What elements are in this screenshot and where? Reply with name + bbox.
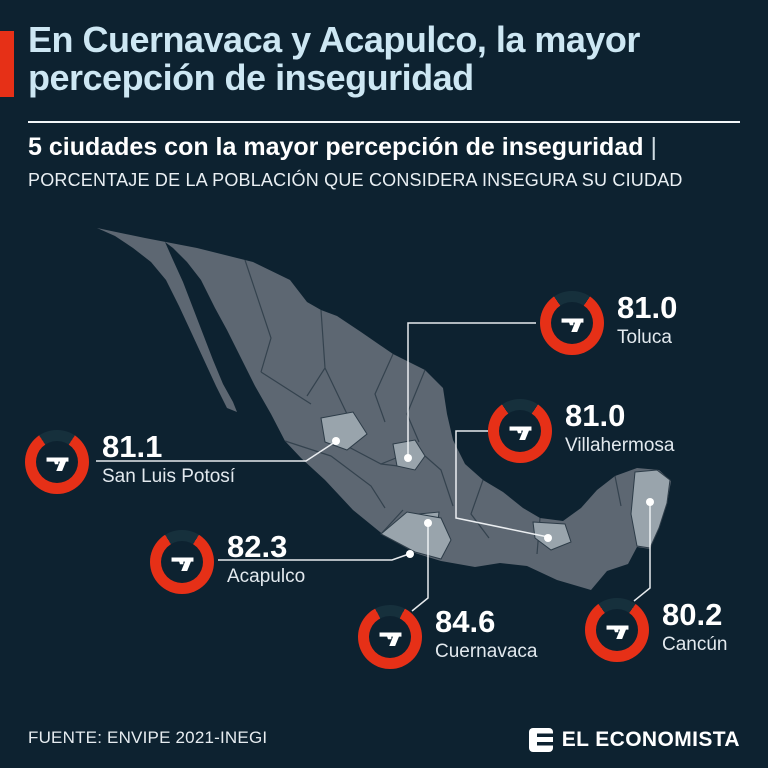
donut-villahermosa	[488, 399, 552, 463]
dot-cancun	[646, 498, 654, 506]
city-name: Acapulco	[227, 566, 306, 587]
city-stat-toluca: 81.0 Toluca	[540, 291, 677, 355]
city-text: 84.6 Cuernavaca	[435, 605, 537, 663]
city-stat-villahermosa: 81.0 Villahermosa	[488, 399, 674, 463]
mexico-map-silhouette	[97, 228, 671, 590]
dot-villahermosa	[544, 534, 552, 542]
el-economista-logo: EL ECONOMISTA	[528, 728, 740, 752]
connector-villahermosa	[455, 430, 549, 538]
city-dots	[332, 437, 654, 558]
donut-hole	[551, 302, 593, 344]
map-group	[97, 228, 671, 590]
city-name: Villahermosa	[565, 435, 675, 456]
city-value: 82.3	[227, 529, 288, 564]
gun-icon	[379, 631, 401, 646]
city-text: 81.1 San Luis Potosí	[102, 430, 235, 488]
city-text: 82.3 Acapulco	[227, 530, 305, 588]
donut-cancun	[585, 598, 649, 662]
city-stat-acapulco: 82.3 Acapulco	[150, 530, 305, 594]
city-text: 80.2 Cancún	[662, 598, 728, 656]
subtitle-text: 5 ciudades con la mayor percepción de in…	[28, 133, 644, 161]
connector-lines	[96, 322, 651, 612]
state-guerrero	[380, 511, 452, 560]
city-name: Cuernavaca	[435, 641, 538, 662]
gun-icon	[561, 317, 583, 332]
city-value: 81.1	[102, 429, 163, 464]
city-name: San Luis Potosí	[102, 466, 236, 487]
connector-cuernavaca	[411, 526, 429, 612]
connector-cancun	[633, 505, 651, 602]
donut-hole	[369, 616, 411, 658]
connector-acapulco	[218, 553, 410, 561]
title-line-1: En Cuernavaca y Acapulco, la mayor	[28, 19, 640, 60]
city-stat-cancun: 80.2 Cancún	[585, 598, 728, 662]
connector-toluca	[407, 322, 536, 456]
donut-hole	[596, 609, 638, 651]
city-name: Toluca	[617, 327, 672, 348]
title-divider	[28, 121, 740, 123]
gun-icon	[171, 556, 193, 571]
title-line-2: percepción de inseguridad	[28, 57, 474, 98]
donut-acapulco	[150, 530, 214, 594]
page-title: En Cuernavaca y Acapulco, la mayor perce…	[28, 21, 640, 97]
source-note: FUENTE: ENVIPE 2021-INEGI	[28, 728, 268, 747]
state-tabasco	[532, 521, 572, 551]
city-value: 81.0	[565, 398, 626, 433]
dot-toluca	[404, 454, 412, 462]
city-text: 81.0 Toluca	[617, 291, 677, 349]
city-name: Cancún	[662, 634, 728, 655]
dot-acapulco	[406, 550, 414, 558]
donut-hole	[499, 410, 541, 452]
highlighted-states	[320, 411, 671, 560]
el-economista-wordmark: EL ECONOMISTA	[561, 728, 740, 751]
accent-bar	[0, 31, 14, 97]
subtitle-separator: |	[650, 133, 657, 161]
donut-cuernavaca	[358, 605, 422, 669]
city-value: 80.2	[662, 597, 723, 632]
el-economista-mark-icon	[528, 728, 553, 752]
donut-toluca	[540, 291, 604, 355]
gun-icon	[46, 456, 68, 471]
chart-subtitle: 5 ciudades con la mayor percepción de in…	[28, 133, 657, 162]
donut-hole	[161, 541, 203, 583]
gun-icon	[606, 624, 628, 639]
city-value: 84.6	[435, 604, 496, 639]
city-stat-san-luis-potosi: 81.1 San Luis Potosí	[25, 430, 235, 494]
city-stat-cuernavaca: 84.6 Cuernavaca	[358, 605, 537, 669]
dot-cuernavaca	[424, 519, 432, 527]
gun-icon	[509, 425, 531, 440]
connector-slp	[96, 441, 336, 462]
measure-caption: PORCENTAJE DE LA POBLACIÓN QUE CONSIDERA…	[28, 170, 683, 190]
donut-hole	[36, 441, 78, 483]
dot-slp	[332, 437, 340, 445]
city-value: 81.0	[617, 290, 678, 325]
donut-san-luis-potosi	[25, 430, 89, 494]
city-text: 81.0 Villahermosa	[565, 399, 674, 457]
